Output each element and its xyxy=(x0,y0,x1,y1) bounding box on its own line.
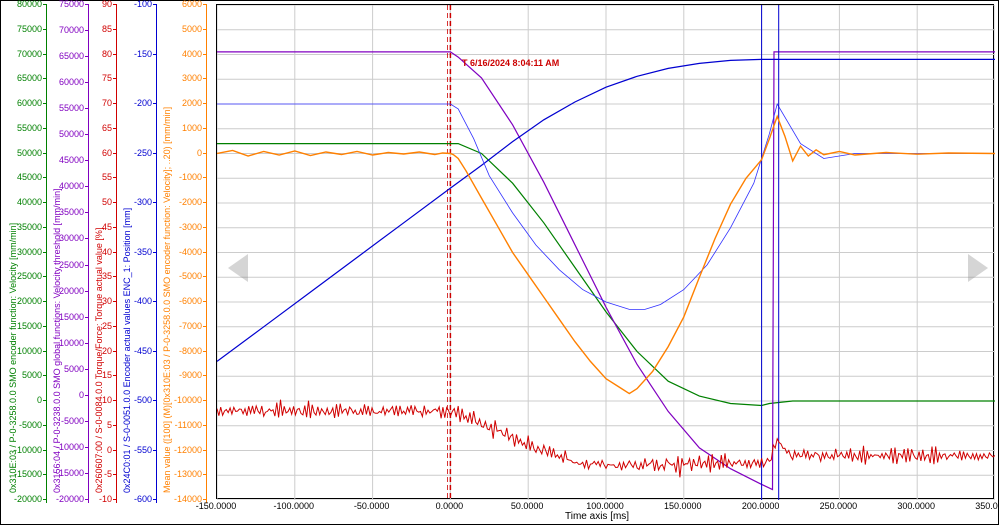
scroll-right-arrow[interactable] xyxy=(968,254,988,282)
y-tick-label: -14000 xyxy=(0,494,202,504)
x-tick-label: 250.0000 xyxy=(808,501,868,511)
x-tick-label: -150.0000 xyxy=(186,501,246,511)
x-tick-label: -50.0000 xyxy=(342,501,402,511)
time-marker-label: T 6/16/2024 8:04:11 AM xyxy=(462,58,559,68)
x-tick-label: 300.0000 xyxy=(886,501,946,511)
scroll-left-arrow[interactable] xyxy=(228,254,248,282)
x-tick-label: 200.0000 xyxy=(731,501,791,511)
y-axis-title-orange: Mean value ([100] (M)[0x310E:03 / P-0-32… xyxy=(162,107,172,493)
x-tick-label: 100.0000 xyxy=(575,501,635,511)
x-tick-label: -100.0000 xyxy=(264,501,324,511)
x-axis-title: Time axis [ms] xyxy=(565,511,629,522)
x-tick-label: 150.0000 xyxy=(653,501,713,511)
y-axis-orange: -14000-13000-12000-11000-10000-9000-8000… xyxy=(0,4,208,503)
x-tick-label: 350.0000 xyxy=(964,501,999,511)
y-tick-label: 6000 xyxy=(0,0,202,9)
x-tick-label: 50.0000 xyxy=(497,501,557,511)
y-tick-label: 4000 xyxy=(0,49,202,59)
x-tick-label: 0.0000 xyxy=(419,501,479,511)
plot-area[interactable] xyxy=(216,4,994,499)
y-tick-label: 3000 xyxy=(0,73,202,83)
y-tick-label: 5000 xyxy=(0,24,202,34)
